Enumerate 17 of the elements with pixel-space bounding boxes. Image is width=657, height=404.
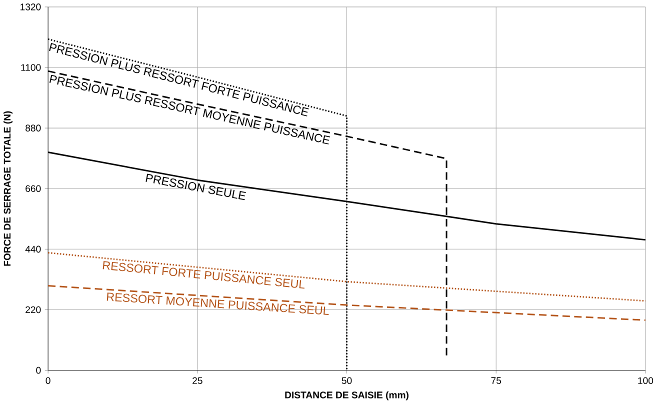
y-tick-label: 0 [36,366,41,374]
series-label: RESSORT MOYENNE PUISSANCE SEUL [106,292,329,316]
y-tick-label: 1320 [20,4,41,10]
x-tick-label: 75 [491,377,502,384]
x-tick-label: 100 [638,377,654,384]
y-axis-title: FORCE DE SERRAGE TOTALE (N) [4,111,12,266]
x-tick-label: 50 [342,377,352,384]
y-tick-label: 880 [26,124,41,132]
y-tick-label: 660 [26,185,41,192]
x-tick-label: 0 [46,377,50,384]
y-tick-label: 220 [26,306,41,314]
x-tick-label: 25 [192,377,202,384]
text: RESSORT FORTE PUISSANCE SEUL [102,261,304,289]
text: PRESSION SEULE [146,174,246,200]
y-tick-label: 1100 [21,64,41,71]
y-tick-label: 440 [25,246,41,253]
x-axis-title: DISTANCE DE SAISIE (mm) [285,391,408,400]
